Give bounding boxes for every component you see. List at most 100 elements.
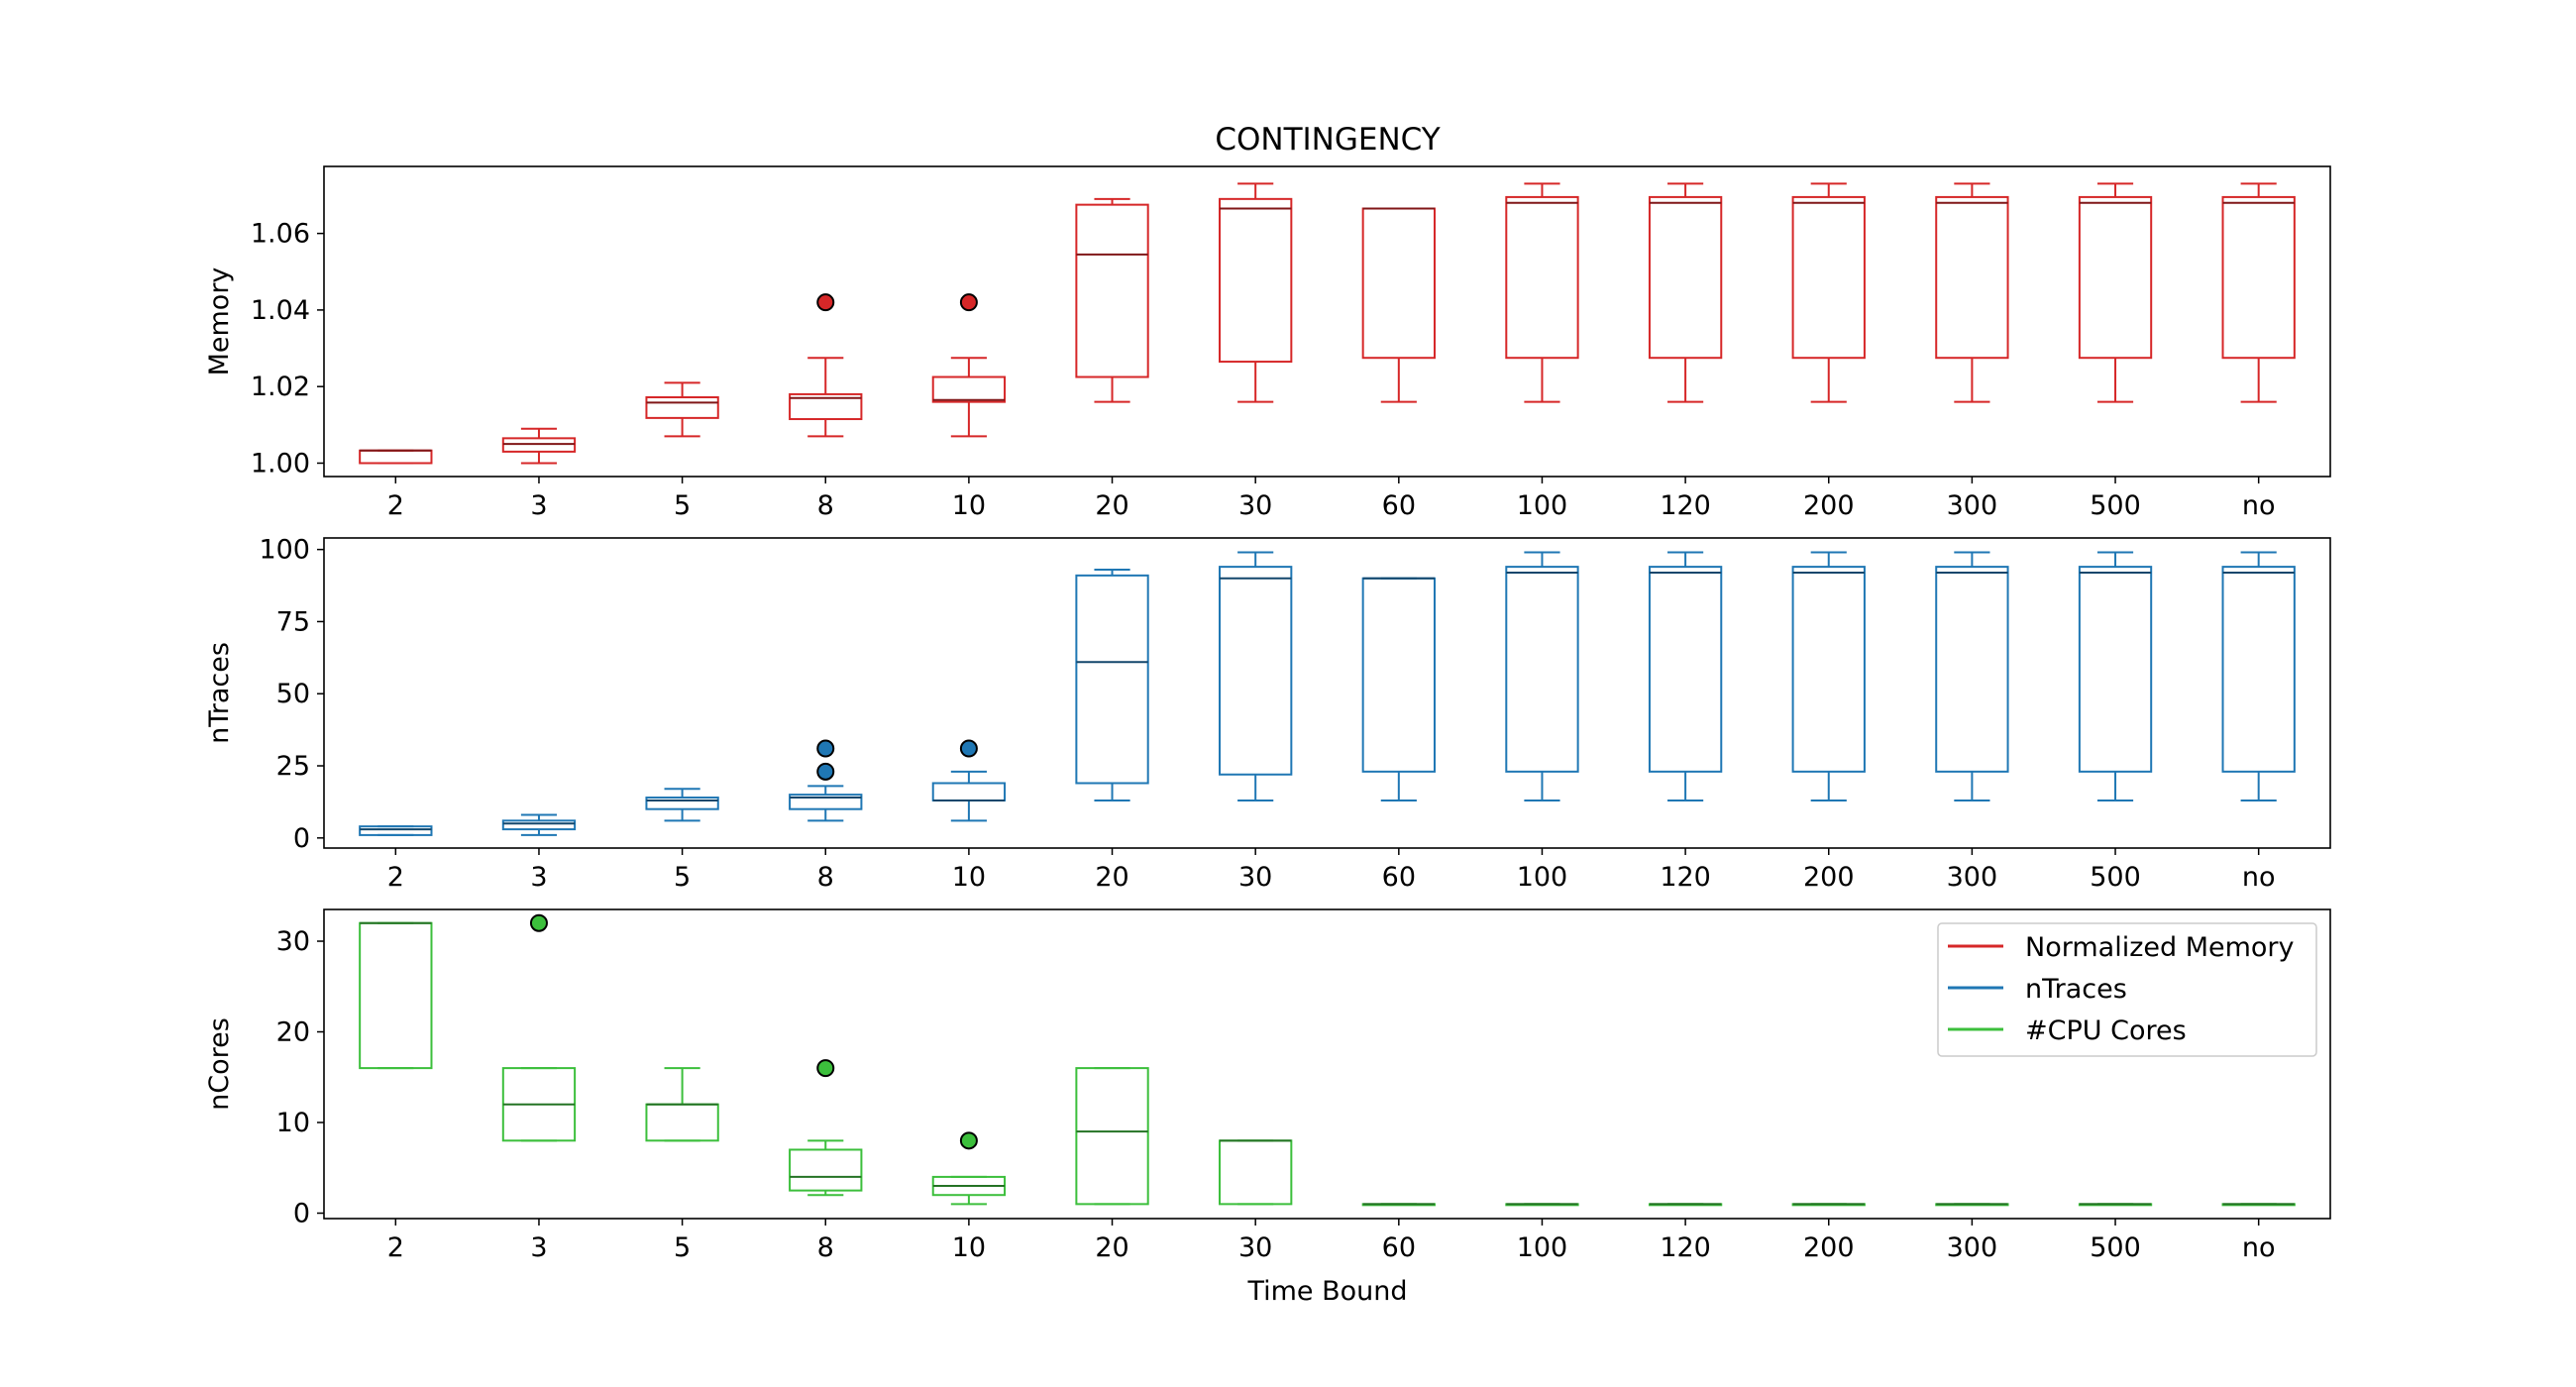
x-tick-label: 2: [387, 862, 404, 893]
box-no: [2221, 182, 2296, 403]
box-500: [2078, 551, 2153, 801]
axes-frame: [323, 165, 2331, 478]
box-100: [1505, 1203, 1579, 1207]
box-10: [931, 739, 1007, 822]
box-30: [1219, 1139, 1293, 1206]
box-100: [1505, 551, 1579, 801]
box-10: [931, 293, 1007, 438]
box-5: [645, 381, 719, 438]
box-body: [1935, 195, 2009, 360]
outlier-point: [959, 739, 978, 758]
x-tick-label: 300: [1947, 1232, 1998, 1263]
x-tick-label: 3: [530, 862, 547, 893]
x-tick-label: 10: [952, 490, 986, 521]
y-tick-label: 100: [259, 535, 310, 566]
panel-ntraces: 0 25 50 75 100 nTraces 2 3 5 8 10 20 30 60 100 120 200 30…: [204, 535, 2331, 893]
box-300: [1935, 1203, 2009, 1207]
box-200: [1791, 1203, 1866, 1207]
y-tick-label: 1.00: [251, 448, 310, 479]
box-body: [1075, 203, 1149, 378]
y-tick-label: 10: [276, 1108, 310, 1138]
outlier-point: [816, 739, 835, 758]
box-300: [1935, 551, 2009, 801]
panel-memory: 1.00 1.02 1.04 1.06 Memory 2 3 5 8 10 20 30 60 100 120…: [204, 165, 2331, 521]
box-60: [1361, 1203, 1436, 1207]
box-3: [501, 427, 577, 465]
x-tick-label: 300: [1947, 862, 1998, 893]
box-8: [789, 293, 863, 438]
x-tick-label: 100: [1517, 490, 1568, 521]
outlier-point: [816, 293, 835, 312]
x-tick-label: 20: [1095, 490, 1128, 521]
box-body: [789, 1148, 863, 1192]
y-tick-label: 1.02: [251, 372, 310, 402]
box-2: [359, 921, 433, 1070]
x-tick-label: no: [2242, 490, 2276, 521]
box-100: [1505, 182, 1579, 403]
box-body: [645, 797, 719, 810]
legend-label: Normalized Memory: [2025, 932, 2295, 963]
x-tick-label: 8: [817, 490, 834, 521]
x-tick-label: 30: [1238, 862, 1272, 893]
box-20: [1075, 1067, 1149, 1206]
box-5: [645, 788, 719, 822]
box-body: [1505, 566, 1579, 773]
x-tick-label: 2: [387, 1232, 404, 1263]
x-tick-label: 500: [2090, 490, 2141, 521]
box-body: [1505, 195, 1579, 360]
x-tick-label: 120: [1660, 862, 1711, 893]
box-body: [1648, 195, 1723, 360]
box-3: [501, 813, 577, 836]
axes-frame: [323, 908, 2331, 1220]
x-tick-label: 10: [952, 862, 986, 893]
box-500: [2078, 182, 2153, 403]
y-tick-label: 25: [276, 751, 310, 782]
y-axis-label: nTraces: [204, 642, 235, 744]
x-tick-label: 3: [530, 1232, 547, 1263]
x-tick-label: 8: [817, 862, 834, 893]
y-tick-label: 0: [293, 1199, 310, 1229]
box-body: [359, 825, 433, 836]
box-body: [1791, 195, 1866, 360]
box-8: [789, 739, 863, 822]
y-tick-label: 75: [276, 606, 310, 637]
x-tick-label: 500: [2090, 862, 2141, 893]
box-5: [645, 1067, 719, 1142]
y-tick-label: 1.06: [251, 219, 310, 250]
box-20: [1075, 197, 1149, 403]
x-tick-label: 500: [2090, 1232, 2141, 1263]
box-body: [2078, 195, 2153, 360]
box-500: [2078, 1203, 2153, 1207]
x-tick-label: 5: [674, 490, 691, 521]
outlier-point: [959, 293, 978, 312]
x-tick-label: 30: [1238, 1232, 1272, 1263]
box-2: [359, 825, 433, 836]
box-200: [1791, 182, 1866, 403]
box-30: [1219, 551, 1293, 801]
box-3: [501, 913, 577, 1142]
box-body: [789, 392, 863, 421]
panel-ncores: 0 10 20 30 nCores 2 3 5 8 10 20 30 60 100 120 200 300 500…: [204, 908, 2331, 1263]
y-tick-label: 0: [293, 823, 310, 854]
legend-label: nTraces: [2025, 974, 2127, 1005]
outlier-point: [529, 913, 548, 932]
x-tick-label: 2: [387, 490, 404, 521]
x-tick-label: no: [2242, 862, 2276, 893]
box-body: [1648, 566, 1723, 773]
x-tick-label: 100: [1517, 1232, 1568, 1263]
y-tick-label: 1.04: [251, 295, 310, 326]
box-body: [2221, 566, 2296, 773]
box-2: [359, 449, 433, 465]
box-body: [789, 794, 863, 810]
y-axis-label: Memory: [204, 267, 235, 376]
x-tick-label: 200: [1803, 862, 1855, 893]
x-tick-label: 5: [674, 862, 691, 893]
x-tick-label: 8: [817, 1232, 834, 1263]
x-axis-label: Time Bound: [1246, 1276, 1407, 1307]
box-body: [2221, 195, 2296, 360]
box-120: [1648, 551, 1723, 801]
x-tick-label: 100: [1517, 862, 1568, 893]
